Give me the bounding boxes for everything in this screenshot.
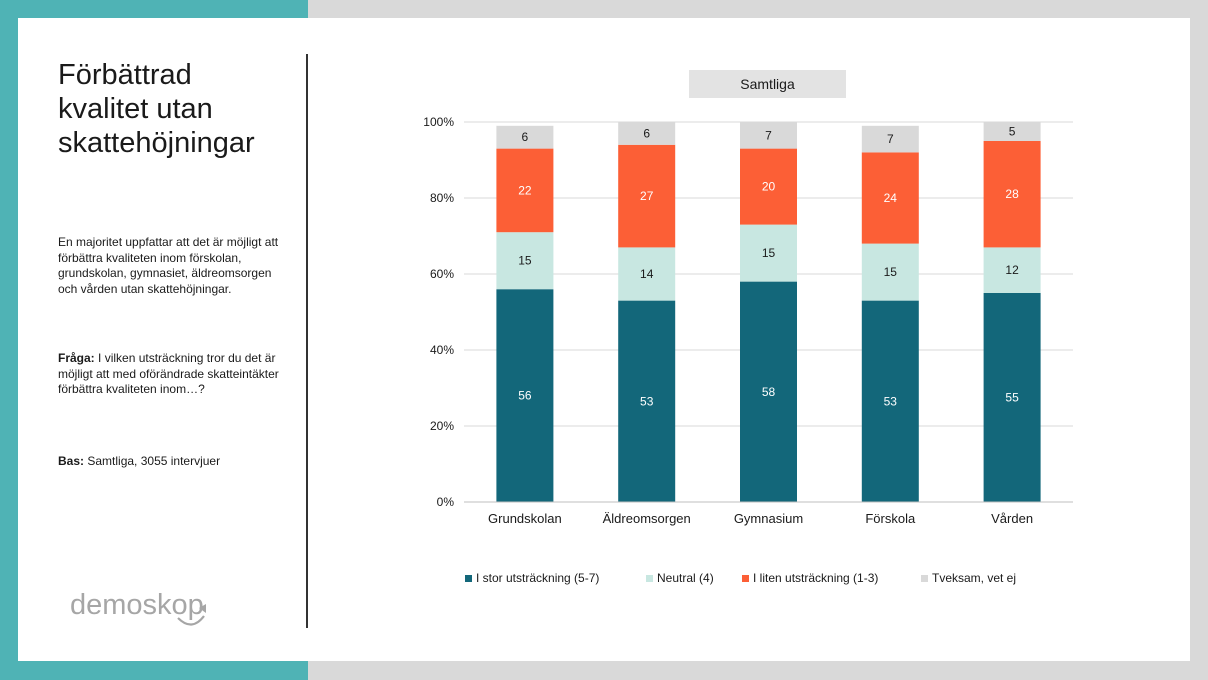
bar-segment <box>496 125 554 149</box>
data-label: 15 <box>884 265 898 279</box>
data-label: 53 <box>640 394 654 408</box>
data-label: 15 <box>518 254 532 268</box>
data-label: 58 <box>762 385 776 399</box>
x-tick-label: Grundskolan <box>488 511 562 526</box>
bar-segment <box>618 144 676 248</box>
bar-segment <box>861 243 919 301</box>
y-tick-label: 0% <box>437 495 455 509</box>
data-label: 15 <box>762 246 776 260</box>
legend-label: I liten utsträckning (1-3) <box>753 571 878 585</box>
y-tick-label: 20% <box>430 419 454 433</box>
bar-segment <box>983 247 1041 293</box>
data-label: 7 <box>887 132 894 146</box>
bar-segment <box>618 300 676 502</box>
data-label: 7 <box>765 128 772 142</box>
bar-segment <box>861 300 919 502</box>
legend-swatch <box>465 575 472 582</box>
y-tick-label: 100% <box>423 115 454 129</box>
bar-segment <box>740 148 797 225</box>
legend-label: Tveksam, vet ej <box>932 571 1016 585</box>
x-tick-label: Förskola <box>865 511 916 526</box>
legend-swatch <box>646 575 653 582</box>
logo-arrow-icon <box>199 604 206 613</box>
legend-swatch <box>921 575 928 582</box>
chart-title: Samtliga <box>740 76 795 92</box>
data-label: 20 <box>762 180 776 194</box>
question-text: I vilken utsträckning tror du det är möj… <box>58 351 279 396</box>
y-tick-label: 80% <box>430 191 454 205</box>
question-label: Fråga: <box>58 351 95 365</box>
stacked-bar-chart: Samtliga 0%20%40%60%80%100% 5615226Grund… <box>423 70 1073 585</box>
data-label: 53 <box>884 394 898 408</box>
bar-segment <box>983 293 1041 502</box>
data-label: 27 <box>640 189 654 203</box>
bar-segment <box>861 152 919 244</box>
data-label: 12 <box>1005 263 1019 277</box>
data-label: 28 <box>1005 187 1019 201</box>
bar-segment <box>618 122 676 145</box>
logo-text: demoskop <box>70 589 204 621</box>
data-label: 6 <box>522 130 529 144</box>
x-tick-label: Äldreomsorgen <box>603 511 691 526</box>
data-label: 22 <box>518 183 532 197</box>
bar-segment <box>740 281 797 502</box>
slide-title: Förbättrad kvalitet utan skattehöjningar <box>58 59 255 159</box>
data-label: 24 <box>884 191 898 205</box>
y-tick-label: 40% <box>430 343 454 357</box>
base-label: Bas: <box>58 454 85 468</box>
legend-label: Neutral (4) <box>657 571 714 585</box>
vertical-divider <box>306 54 308 628</box>
x-tick-label: Vården <box>991 511 1033 526</box>
demoskop-logo: demoskop <box>70 589 206 626</box>
data-label: 55 <box>1005 391 1019 405</box>
bar-segment <box>496 289 554 502</box>
legend-swatch <box>742 575 749 582</box>
data-label: 56 <box>518 389 532 403</box>
base-paragraph: Bas: Samtliga, 3055 intervjuer <box>58 454 290 470</box>
question-paragraph: Fråga: I vilken utsträckning tror du det… <box>58 351 290 398</box>
logo-swoosh-icon <box>177 615 205 626</box>
data-label: 5 <box>1009 125 1016 139</box>
legend-label: I stor utsträckning (5-7) <box>476 571 599 585</box>
y-tick-label: 60% <box>430 267 454 281</box>
chart-title-box <box>689 70 846 98</box>
base-text: Samtliga, 3055 intervjuer <box>87 454 221 468</box>
bar-segment <box>861 125 919 153</box>
bar-segment <box>983 122 1041 141</box>
bar-segment <box>496 232 554 290</box>
bar-segment <box>740 122 797 149</box>
data-label: 6 <box>643 126 650 140</box>
bar-segment <box>496 148 554 233</box>
data-label: 14 <box>640 267 654 281</box>
bar-segment <box>618 247 676 301</box>
bar-segment <box>983 141 1041 248</box>
x-tick-label: Gymnasium <box>734 511 803 526</box>
bar-segment <box>740 224 797 282</box>
description-text: En majoritet uppfattar att det är möjlig… <box>58 235 279 296</box>
